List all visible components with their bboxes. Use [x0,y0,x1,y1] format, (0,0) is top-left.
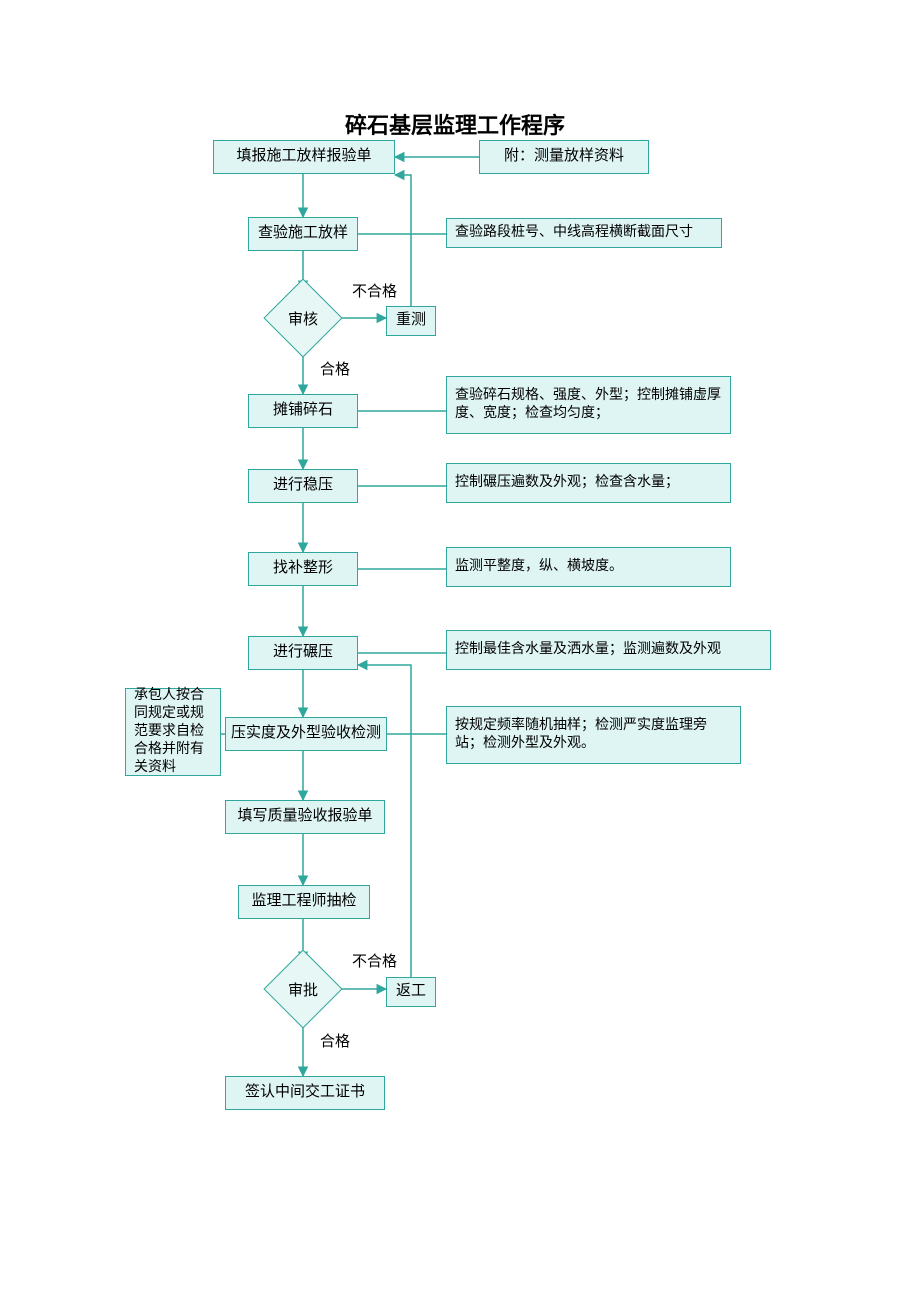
flowchart-process-box: 填写质量验收报验单 [225,800,385,834]
flowchart-info-box: 监测平整度，纵、横坡度。 [446,547,731,587]
flowchart-info-box: 按规定频率随机抽样；检测严实度监理旁站；检测外型及外观。 [446,706,741,764]
flowchart-process-box: 重测 [386,306,436,336]
flowchart-info-box: 查验路段桩号、中线高程横断截面尺寸 [446,218,722,248]
flowchart-process-box: 返工 [386,977,436,1007]
edge-label: 不合格 [352,950,397,971]
flowchart-info-box: 查验碎石规格、强度、外型；控制摊铺虚厚度、宽度；检查均匀度； [446,376,731,434]
decision-label: 审批 [275,961,331,1017]
flowchart-process-box: 监理工程师抽检 [238,885,370,919]
flowchart-process-box: 附：测量放样资料 [479,140,649,174]
flowchart-process-box: 进行碾压 [248,636,358,670]
flowchart-process-box: 填报施工放样报验单 [213,140,395,174]
flowchart-decision: 审核 [275,290,331,346]
flowchart-process-box: 进行稳压 [248,469,358,503]
flowchart-info-box: 控制最佳含水量及洒水量；监测遍数及外观 [446,630,771,670]
flowchart-stage: 碎石基层监理工作程序 填报施工放样报验单 附：测量放样资料查验施工放样 查验路段桩号… [0,0,920,1301]
flowchart-process-box: 压实度及外型验收检测 [225,717,387,751]
edge-label: 合格 [320,358,350,379]
edge-label: 合格 [320,1030,350,1051]
decision-label: 审核 [275,290,331,346]
flowchart-process-box: 签认中间交工证书 [225,1076,385,1110]
flowchart-info-box: 承包人按合同规定或规范要求自检合格并附有关资料 [125,688,221,776]
flowchart-info-box: 控制碾压遍数及外观；检查含水量； [446,463,731,503]
flowchart-process-box: 摊铺碎石 [248,394,358,428]
flowchart-title: 碎石基层监理工作程序 [345,108,565,140]
flowchart-process-box: 查验施工放样 [248,217,358,251]
flowchart-decision: 审批 [275,961,331,1017]
flowchart-process-box: 找补整形 [248,552,358,586]
edge-label: 不合格 [352,280,397,301]
